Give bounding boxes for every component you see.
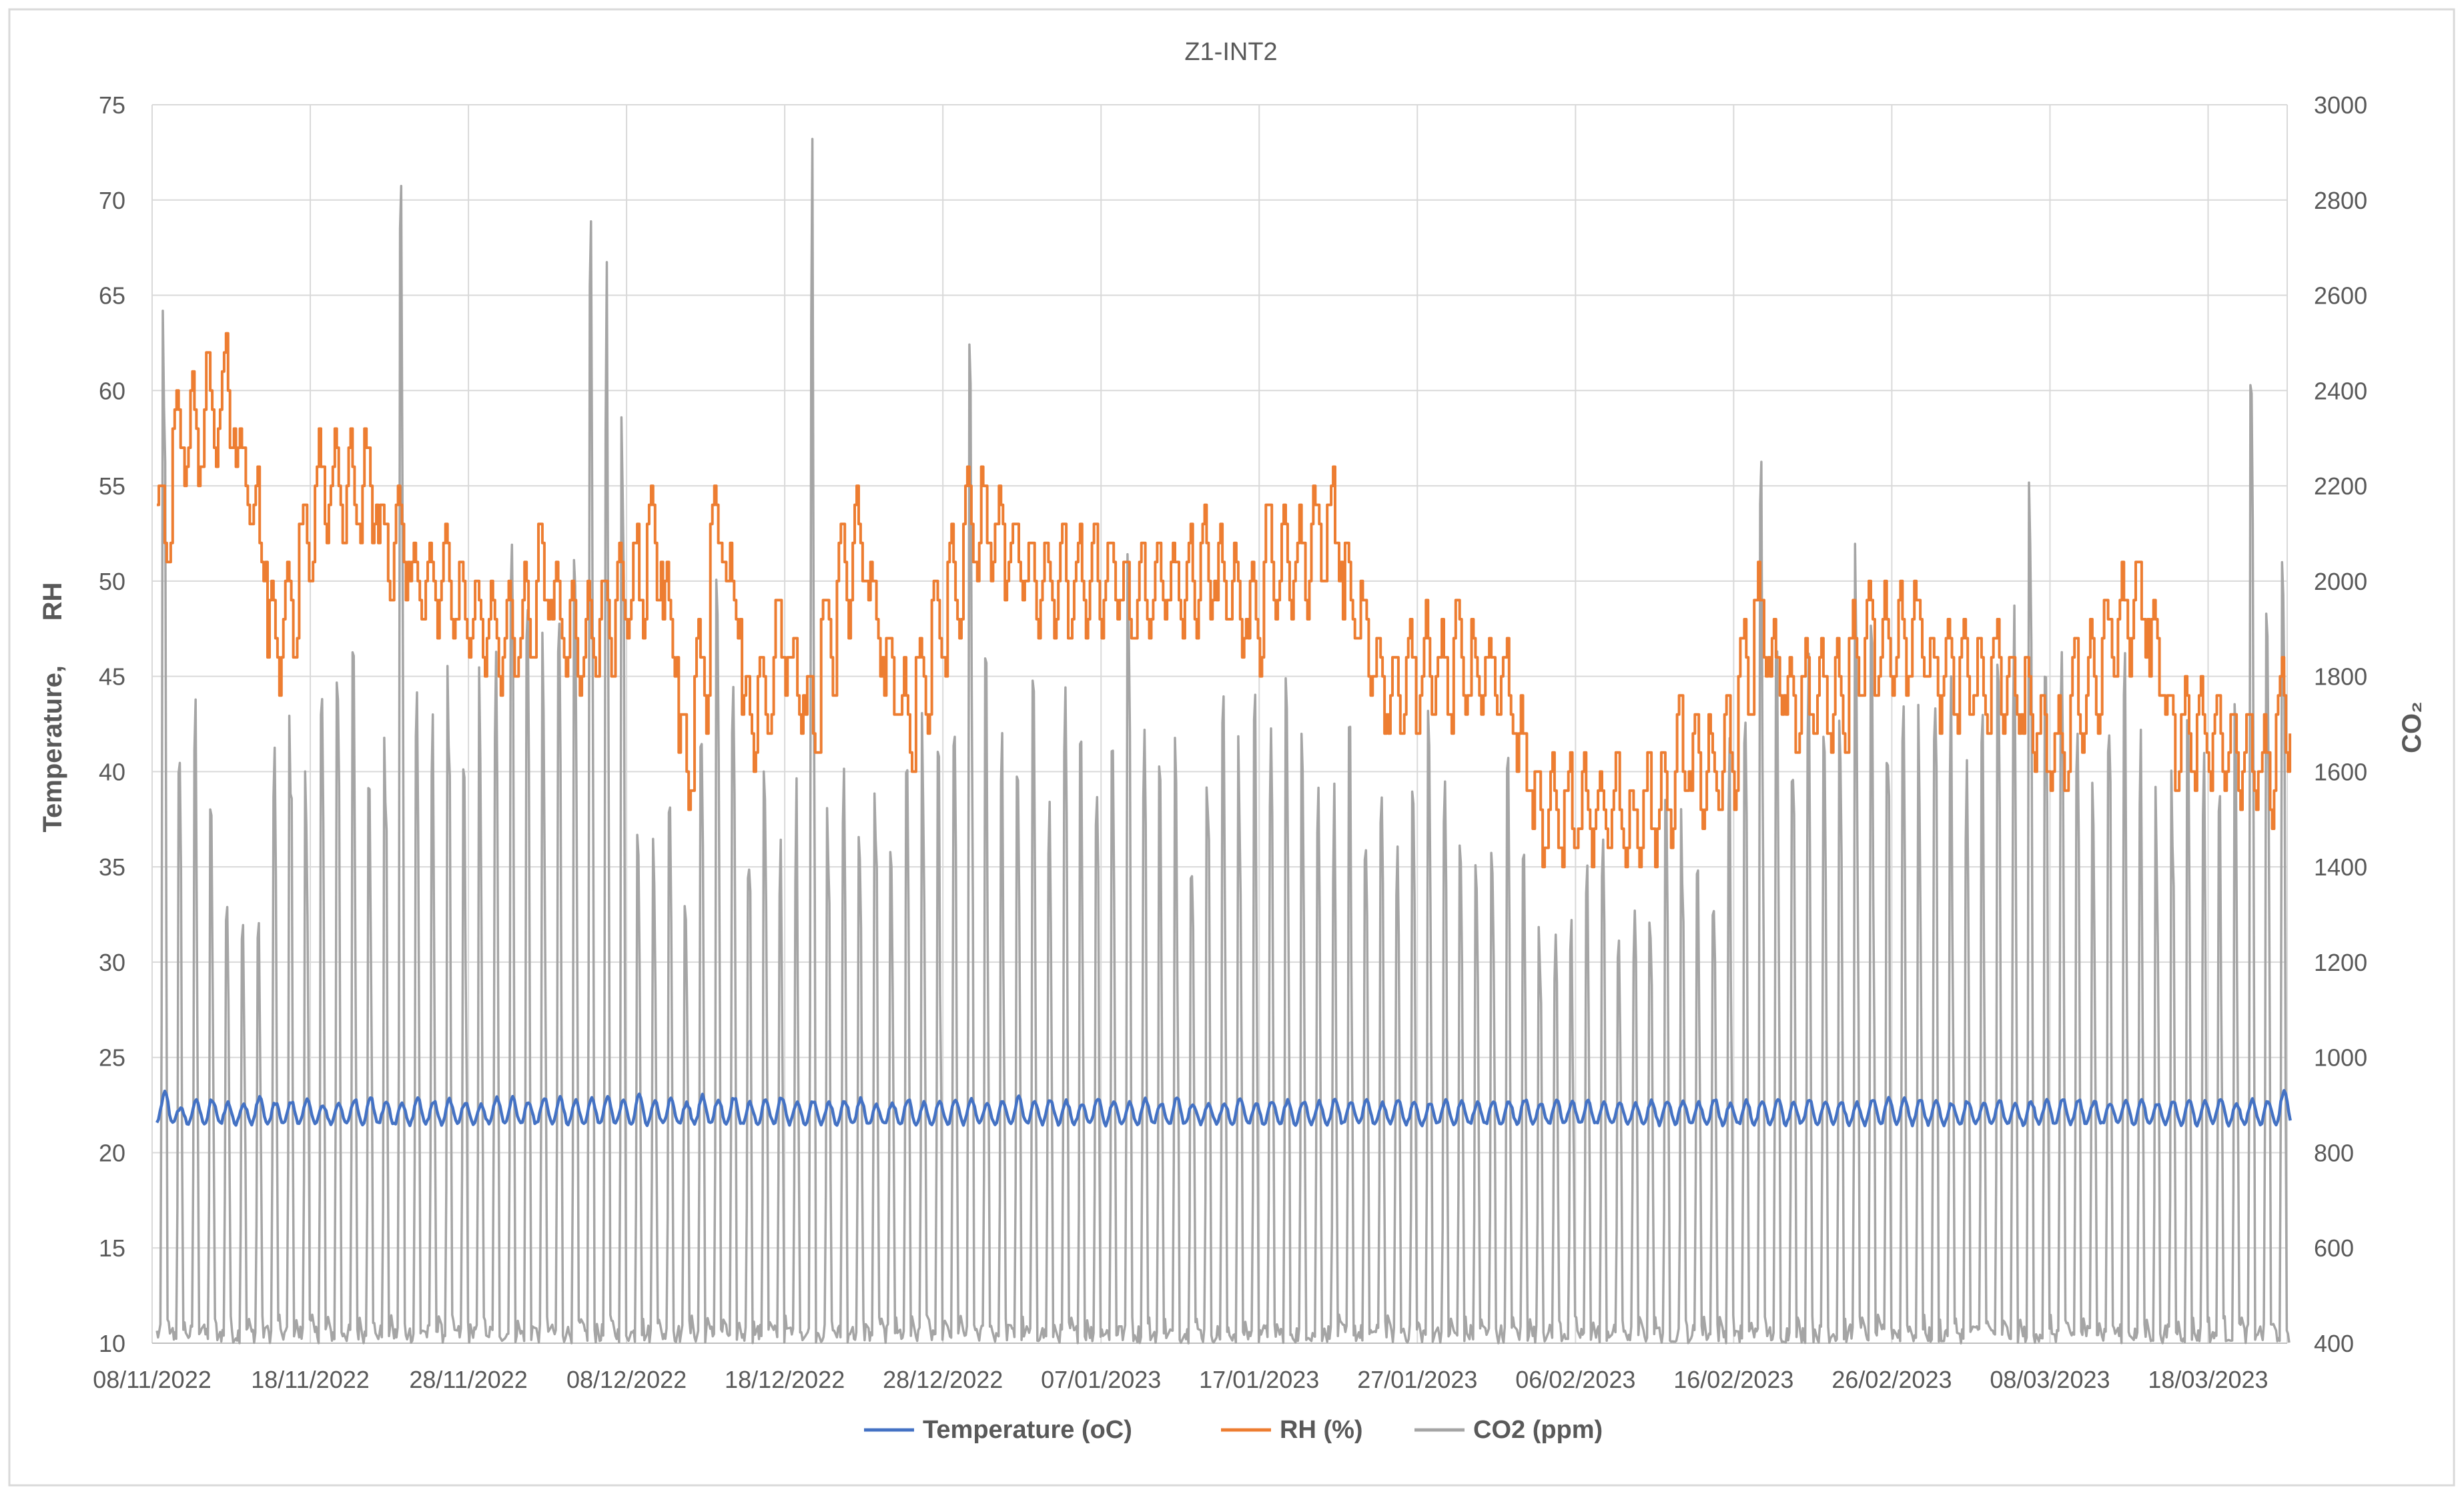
y-right-tick-label: 1000: [2314, 1044, 2367, 1072]
chart-title: Z1-INT2: [1184, 38, 1277, 66]
x-tick-label: 28/12/2022: [883, 1366, 1003, 1393]
x-tick-label: 28/11/2022: [409, 1366, 528, 1393]
y-left-tick-label: 25: [99, 1044, 125, 1072]
series-temperature-line: [155, 1089, 2292, 1128]
x-tick-label: 08/12/2022: [566, 1366, 687, 1393]
x-tick-label: 07/01/2023: [1041, 1366, 1161, 1393]
y-right-tick-label: 1600: [2314, 758, 2367, 785]
x-tick-label: 27/01/2023: [1357, 1366, 1477, 1393]
x-tick-label: 08/11/2022: [93, 1366, 212, 1393]
y-right-tick-label: 1400: [2314, 853, 2367, 881]
y-left-tick-label: 50: [99, 568, 125, 595]
y-right-tick-label: 1800: [2314, 663, 2367, 691]
y-right-tick-label: 2800: [2314, 187, 2367, 214]
series-rh-line: [157, 332, 2292, 869]
y-right-tick-label: 400: [2314, 1330, 2354, 1357]
y-left-tick-label: 20: [99, 1139, 125, 1166]
x-tick-label: 16/02/2023: [1673, 1366, 1793, 1393]
y-left-tick-label: 35: [99, 853, 125, 881]
x-axis-ticks: 08/11/2022 18/11/2022 28/11/2022 08/12/2022…: [93, 1366, 2268, 1393]
x-tick-label: 18/11/2022: [251, 1366, 370, 1393]
y-left-tick-label: 15: [99, 1234, 125, 1262]
y-left-tick-label: 30: [99, 949, 125, 976]
y-right-tick-label: 2000: [2314, 568, 2367, 595]
y-right-tick-label: 2400: [2314, 377, 2367, 404]
y-left-axis-ticks: 10 15 20 25 30 35 40 45 50 55 60 65 70 75: [99, 91, 125, 1357]
y-right-tick-label: 600: [2314, 1234, 2354, 1262]
y-left-tick-label: 75: [99, 91, 125, 119]
y-left-tick-label: 65: [99, 282, 125, 310]
x-tick-label: 18/03/2023: [2148, 1366, 2268, 1393]
legend-label: CO2 (ppm): [1473, 1416, 1603, 1444]
y-right-tick-label: 2600: [2314, 282, 2367, 310]
grid: [151, 104, 2288, 1344]
x-tick-label: 06/02/2023: [1515, 1366, 1635, 1393]
x-tick-label: 17/01/2023: [1199, 1366, 1319, 1393]
y-right-tick-label: 2200: [2314, 472, 2367, 500]
x-tick-label: 08/03/2023: [1990, 1366, 2110, 1393]
legend: Temperature (oC) RH (%) CO2 (ppm): [864, 1416, 1603, 1444]
y-left-tick-label: 45: [99, 663, 125, 691]
y-right-tick-label: 800: [2314, 1139, 2354, 1166]
y-right-axis-ticks: 400 600 800 1000 1200 1400 1600 1800 2000 2200 240…: [2314, 91, 2367, 1357]
y-right-tick-label: 3000: [2314, 91, 2367, 119]
y-left-tick-label: 55: [99, 472, 125, 500]
x-tick-label: 26/02/2023: [1831, 1366, 1952, 1393]
y-left-tick-label: 70: [99, 187, 125, 214]
y-left-tick-label: 40: [99, 758, 125, 785]
y-left-axis-label: Temperature, RH: [38, 583, 67, 833]
y-right-tick-label: 1200: [2314, 949, 2367, 976]
series-co2: [155, 137, 2291, 1345]
series-co2-line: [155, 137, 2291, 1345]
y-left-tick-label: 10: [99, 1330, 125, 1357]
x-tick-label: 18/12/2022: [725, 1366, 845, 1393]
legend-label: Temperature (oC): [923, 1416, 1132, 1444]
y-right-axis-label: CO₂: [2397, 701, 2427, 753]
legend-label: RH (%): [1280, 1416, 1363, 1444]
y-left-tick-label: 60: [99, 377, 125, 404]
series-rh: [157, 332, 2292, 869]
chart-frame: [8, 8, 2455, 1487]
series-temperature: [155, 1089, 2292, 1128]
